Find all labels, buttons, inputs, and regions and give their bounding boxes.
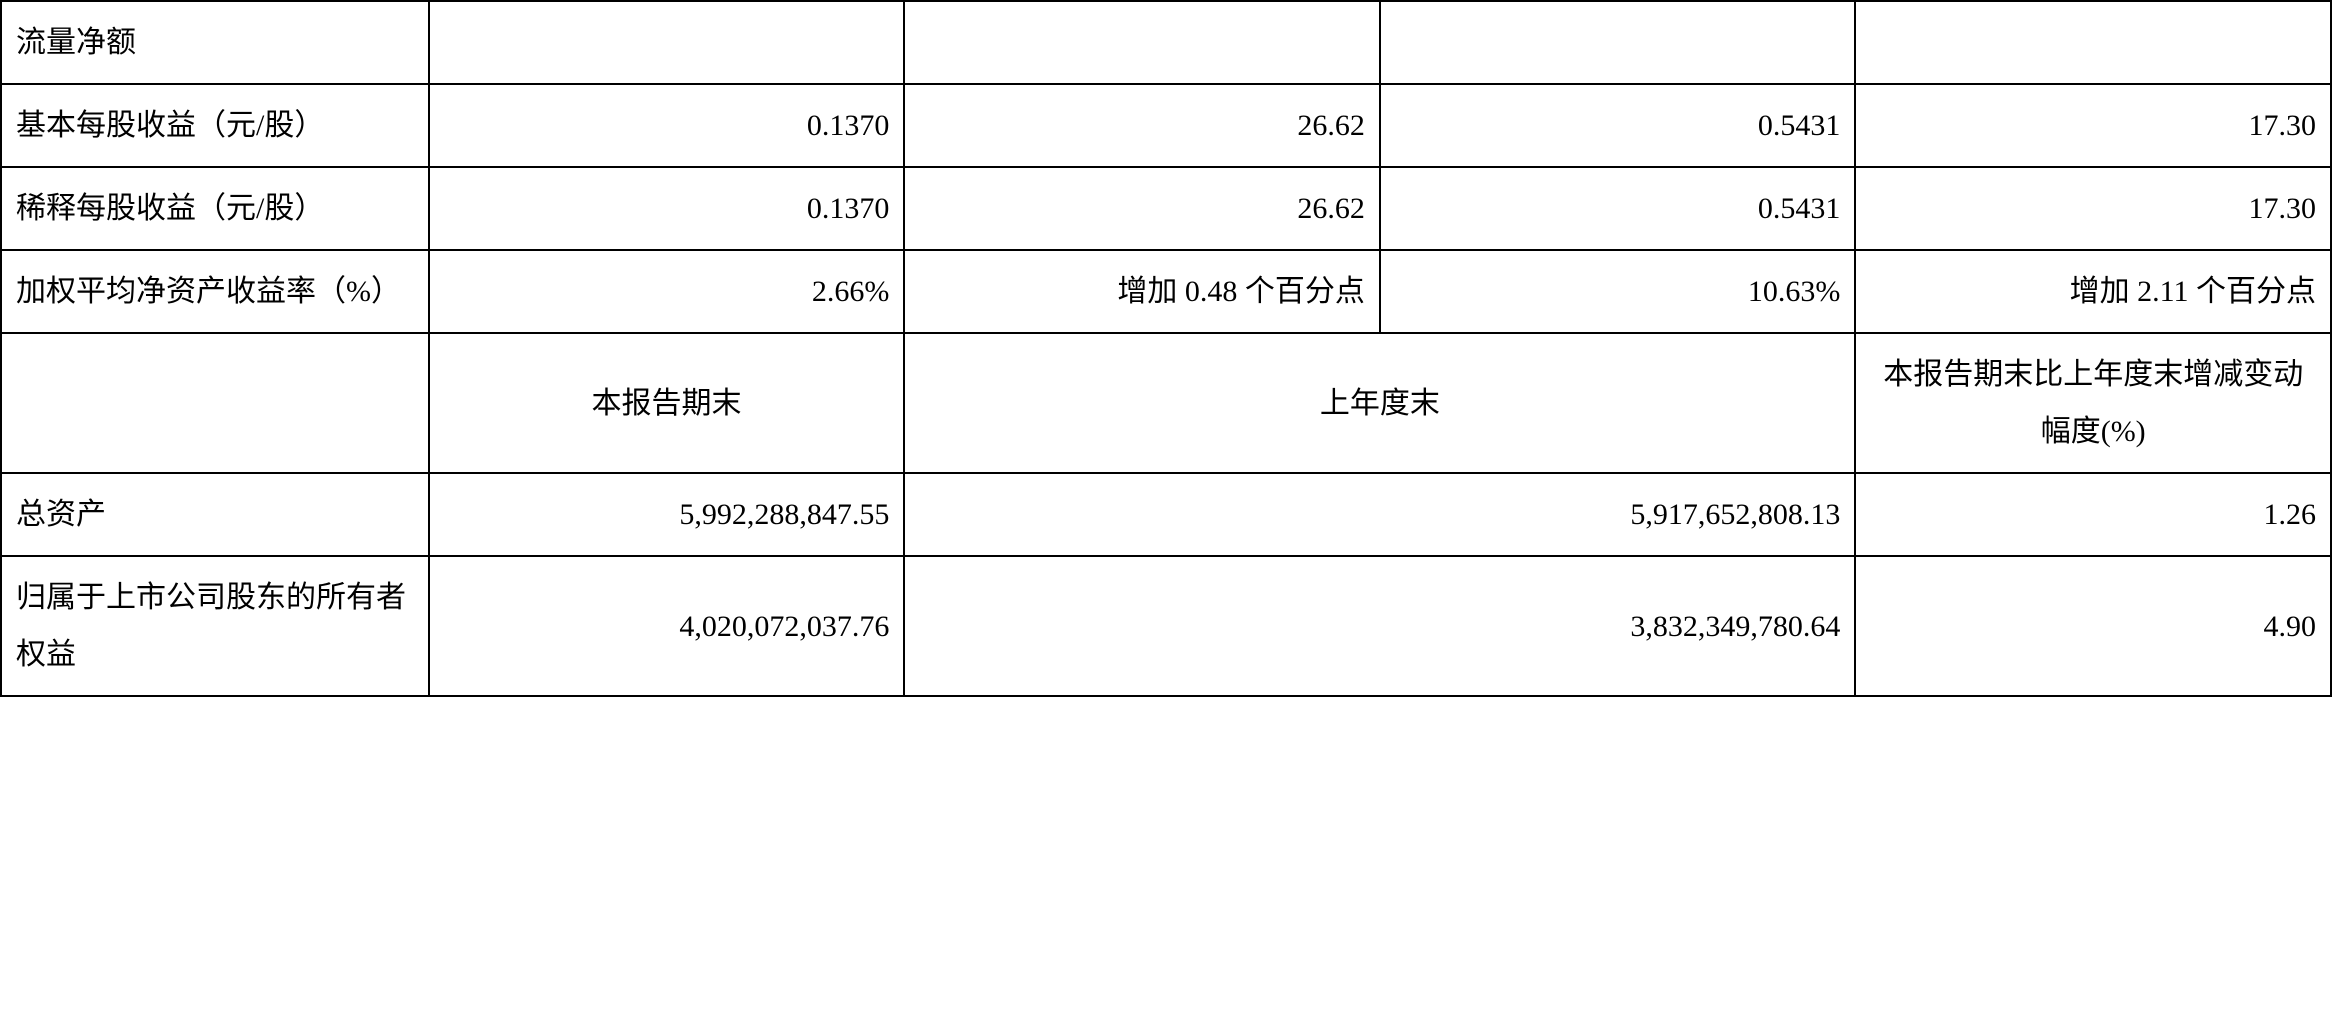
table-row: 基本每股收益（元/股） 0.1370 26.62 0.5431 17.30 xyxy=(1,84,2331,167)
cell: 增加 2.11 个百分点 xyxy=(1855,250,2331,333)
header-cell: 上年度末 xyxy=(904,333,1855,473)
table-row: 归属于上市公司股东的所有者权益 4,020,072,037.76 3,832,3… xyxy=(1,556,2331,696)
financial-table: 流量净额 基本每股收益（元/股） 0.1370 26.62 0.5431 17.… xyxy=(0,0,2332,697)
row-label: 流量净额 xyxy=(1,1,429,84)
cell xyxy=(1380,1,1856,84)
table-row: 稀释每股收益（元/股） 0.1370 26.62 0.5431 17.30 xyxy=(1,167,2331,250)
cell: 10.63% xyxy=(1380,250,1856,333)
row-label: 归属于上市公司股东的所有者权益 xyxy=(1,556,429,696)
header-blank xyxy=(1,333,429,473)
cell: 0.5431 xyxy=(1380,84,1856,167)
row-label: 总资产 xyxy=(1,473,429,556)
row-label: 基本每股收益（元/股） xyxy=(1,84,429,167)
cell: 1.26 xyxy=(1855,473,2331,556)
table-row: 流量净额 xyxy=(1,1,2331,84)
row-label: 稀释每股收益（元/股） xyxy=(1,167,429,250)
header-cell: 本报告期末比上年度末增减变动幅度(%) xyxy=(1855,333,2331,473)
cell: 26.62 xyxy=(904,84,1380,167)
row-label: 加权平均净资产收益率（%） xyxy=(1,250,429,333)
header-cell: 本报告期末 xyxy=(429,333,905,473)
cell xyxy=(429,1,905,84)
cell: 0.1370 xyxy=(429,84,905,167)
cell xyxy=(904,1,1380,84)
cell: 26.62 xyxy=(904,167,1380,250)
section-header-row: 本报告期末 上年度末 本报告期末比上年度末增减变动幅度(%) xyxy=(1,333,2331,473)
cell: 4,020,072,037.76 xyxy=(429,556,905,696)
cell: 增加 0.48 个百分点 xyxy=(904,250,1380,333)
cell: 0.5431 xyxy=(1380,167,1856,250)
cell: 5,917,652,808.13 xyxy=(904,473,1855,556)
cell xyxy=(1855,1,2331,84)
table-row: 总资产 5,992,288,847.55 5,917,652,808.13 1.… xyxy=(1,473,2331,556)
cell: 17.30 xyxy=(1855,84,2331,167)
table-row: 加权平均净资产收益率（%） 2.66% 增加 0.48 个百分点 10.63% … xyxy=(1,250,2331,333)
cell: 17.30 xyxy=(1855,167,2331,250)
cell: 3,832,349,780.64 xyxy=(904,556,1855,696)
cell: 2.66% xyxy=(429,250,905,333)
cell: 5,992,288,847.55 xyxy=(429,473,905,556)
cell: 0.1370 xyxy=(429,167,905,250)
cell: 4.90 xyxy=(1855,556,2331,696)
